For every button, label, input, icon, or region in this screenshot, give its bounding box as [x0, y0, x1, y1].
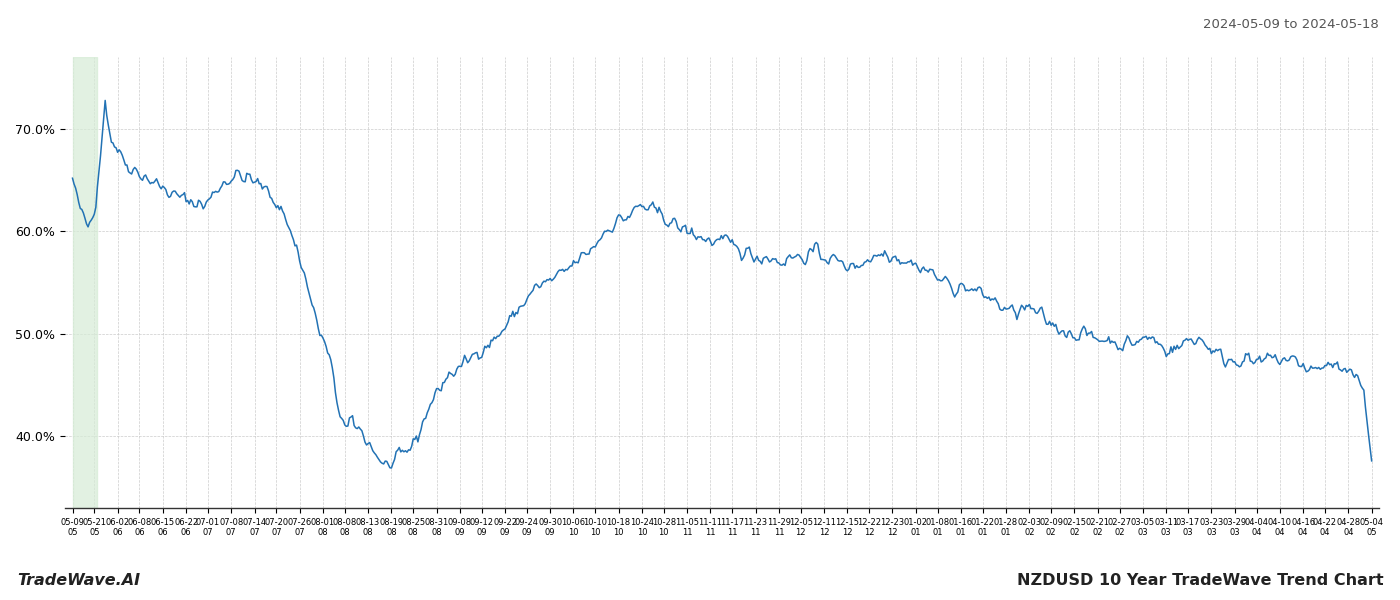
Text: NZDUSD 10 Year TradeWave Trend Chart: NZDUSD 10 Year TradeWave Trend Chart [1016, 573, 1383, 588]
Text: TradeWave.AI: TradeWave.AI [17, 573, 140, 588]
Bar [73, 57, 98, 508]
Text: 2024-05-09 to 2024-05-18: 2024-05-09 to 2024-05-18 [1203, 18, 1379, 31]
